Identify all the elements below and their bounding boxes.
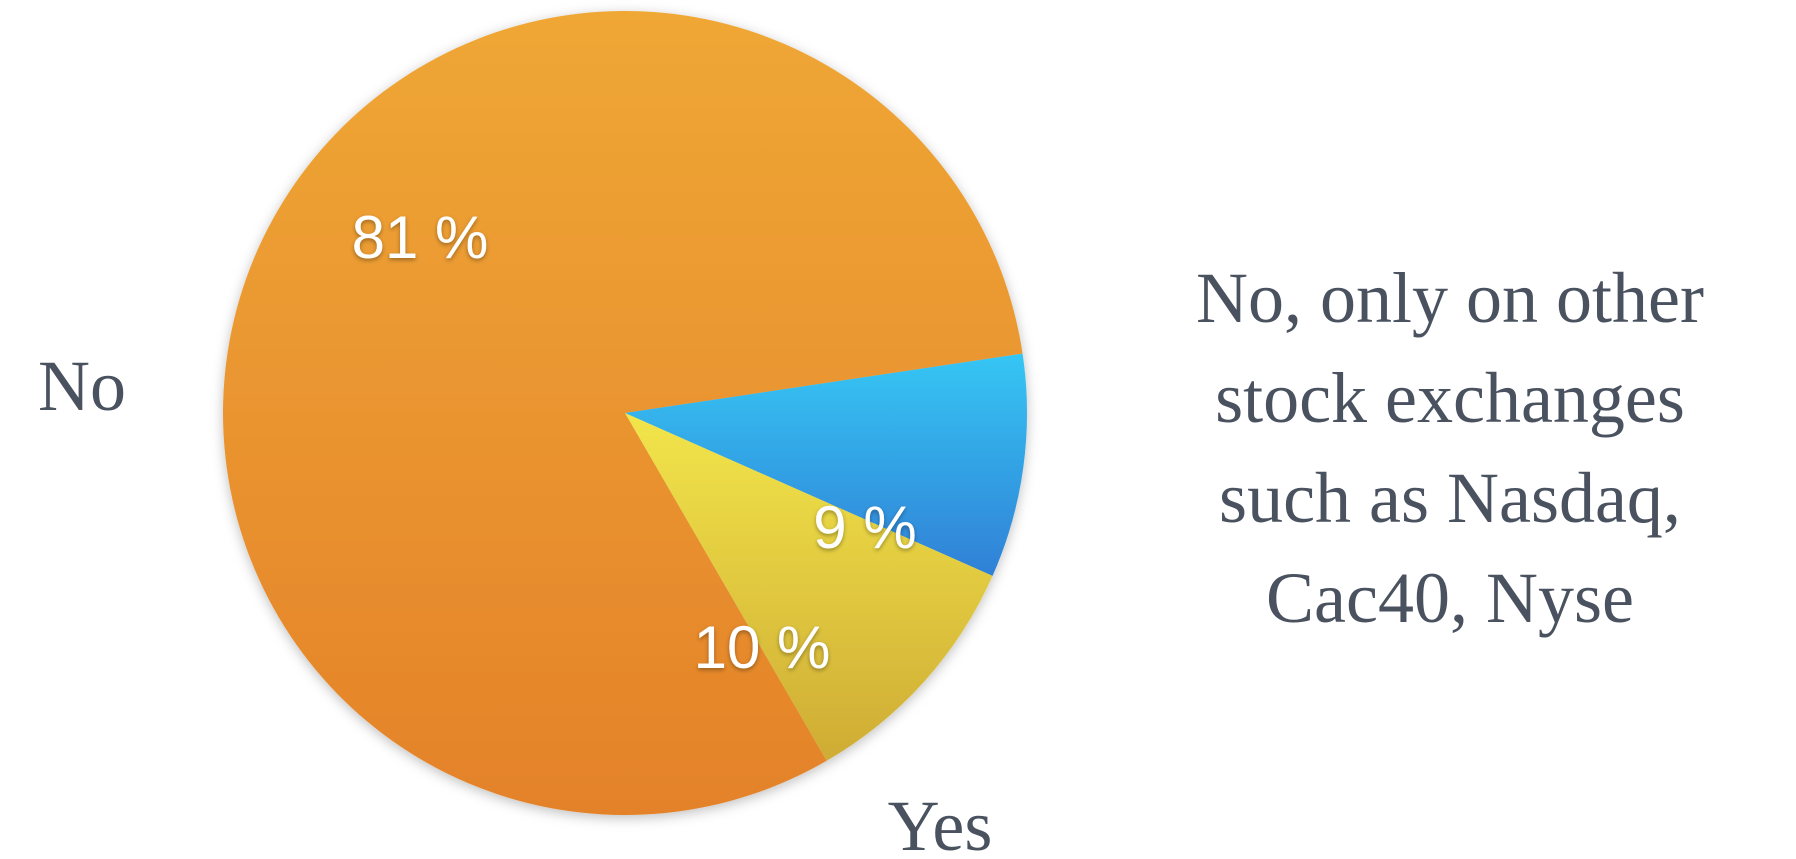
- slice-other-exchanges: [625, 353, 1027, 576]
- value-label-yes: 10 %: [694, 614, 831, 681]
- slice-yes: [625, 413, 993, 761]
- category-label-other-line-1: No, only on other: [1196, 258, 1704, 338]
- value-label-no: 81 %: [352, 204, 489, 271]
- category-label-yes: Yes: [888, 786, 993, 859]
- category-label-other-line-3: such as Nasdaq,: [1219, 458, 1681, 538]
- category-label-other-line-2: stock exchanges: [1215, 358, 1685, 438]
- category-label-no: No: [38, 346, 126, 426]
- pie-slices: [222, 11, 1027, 816]
- slice-no: [222, 11, 1023, 816]
- category-labels: No No, only on other stock exchanges suc…: [38, 258, 1704, 859]
- value-labels: 81 % 9 % 10 %: [352, 204, 917, 681]
- value-label-other-exchanges: 9 %: [813, 494, 916, 561]
- category-label-other-line-4: Cac40, Nyse: [1266, 558, 1634, 638]
